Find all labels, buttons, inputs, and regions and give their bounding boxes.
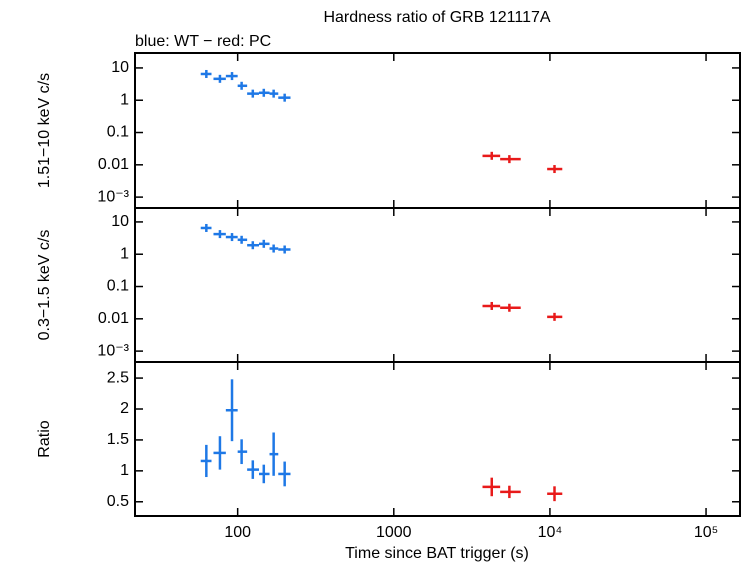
y-tick-label: 0.1 bbox=[107, 278, 129, 295]
y-axis-label: 0.3−1.5 keV c/s bbox=[36, 230, 53, 341]
x-tick-label: 1000 bbox=[376, 524, 412, 541]
y-axis-label: 1.51−10 keV c/s bbox=[36, 73, 53, 188]
y-axis-label: Ratio bbox=[36, 420, 53, 457]
plot-frame bbox=[134, 207, 741, 363]
y-tick-label: 1 bbox=[120, 245, 129, 262]
plot-frame bbox=[134, 361, 741, 517]
x-tick-label: 10⁵ bbox=[694, 524, 718, 541]
y-tick-label: 1 bbox=[120, 462, 129, 479]
x-tick-label: 100 bbox=[224, 524, 251, 541]
y-tick-label: 0.1 bbox=[107, 124, 129, 141]
y-tick-label: 0.5 bbox=[107, 493, 129, 510]
y-tick-label: 10⁻³ bbox=[97, 188, 129, 205]
x-tick-label: 10⁴ bbox=[538, 524, 563, 541]
y-tick-label: 0.01 bbox=[98, 310, 129, 327]
y-tick-label: 0.01 bbox=[98, 156, 129, 173]
y-tick-label: 1 bbox=[120, 91, 129, 108]
x-axis-label: Time since BAT trigger (s) bbox=[345, 545, 529, 562]
y-tick-label: 10⁻³ bbox=[97, 342, 129, 359]
plot-frame bbox=[134, 52, 741, 209]
y-tick-label: 10 bbox=[111, 213, 129, 230]
y-tick-label: 10 bbox=[111, 59, 129, 76]
y-tick-label: 1.5 bbox=[107, 431, 129, 448]
chart-title: Hardness ratio of GRB 121117A bbox=[323, 9, 550, 26]
chart-subtitle: blue: WT − red: PC bbox=[135, 33, 271, 50]
y-tick-label: 2.5 bbox=[107, 369, 129, 386]
y-tick-label: 2 bbox=[120, 400, 129, 417]
